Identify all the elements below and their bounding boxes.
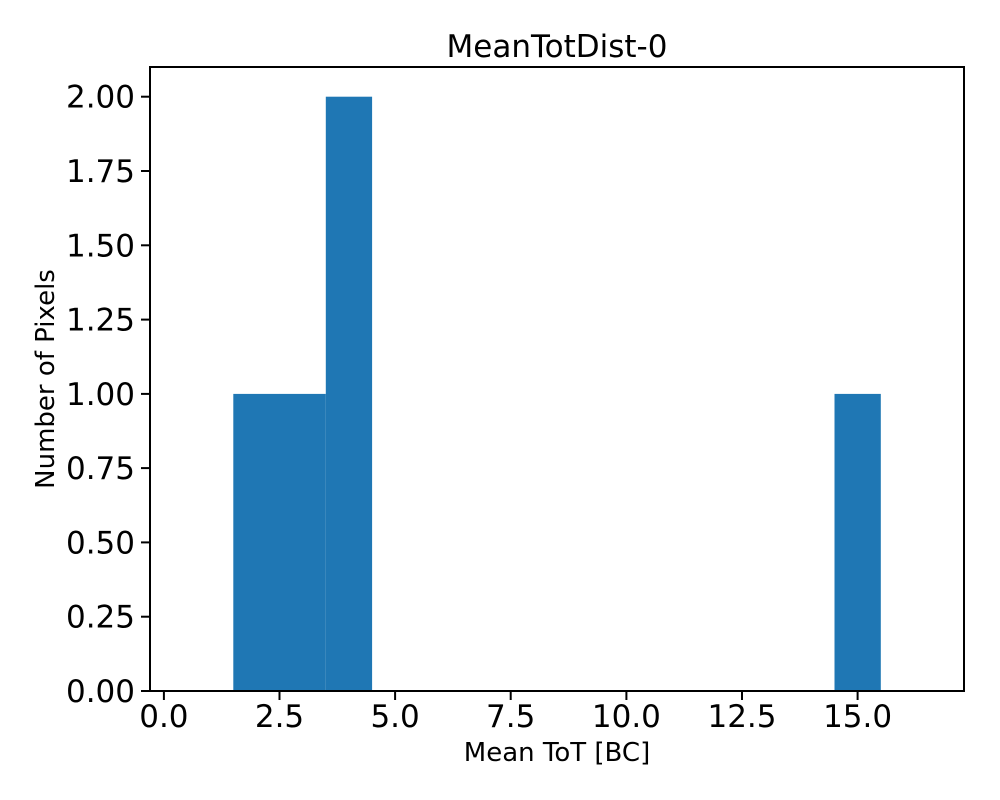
x-tick-label: 7.5: [486, 699, 535, 735]
chart-title: MeanTotDist-0: [447, 29, 668, 65]
y-axis-label: Number of Pixels: [31, 269, 61, 489]
x-tick-label: 15.0: [823, 699, 892, 735]
y-tick-label: 0.50: [66, 525, 135, 561]
plot-frame: [149, 66, 965, 692]
histogram-bar: [279, 393, 326, 691]
histogram-bar: [325, 96, 373, 691]
histogram-bar: [233, 393, 280, 691]
y-tick-label: 1.75: [66, 154, 135, 190]
y-ticks-group: 0.00 0.25 0.50 0.75 1.00 1.25 1.50 1.75 2.00: [66, 80, 150, 710]
histogram-bar: [834, 393, 881, 691]
y-tick-label: 2.00: [66, 80, 135, 116]
bars-group: [233, 96, 881, 691]
x-axis-label: Mean ToT [BC]: [464, 738, 650, 768]
y-tick-label: 1.25: [66, 303, 135, 339]
y-tick-label: 0.25: [66, 600, 135, 636]
x-ticks-group: 0.0 2.5 5.0 7.5 10.0 12.5 15.0: [139, 691, 892, 735]
x-tick-label: 10.0: [592, 699, 661, 735]
y-tick-label: 1.50: [66, 228, 135, 264]
x-tick-label: 5.0: [370, 699, 419, 735]
x-tick-label: 0.0: [139, 699, 188, 735]
x-tick-label: 12.5: [707, 699, 776, 735]
y-tick-label: 1.00: [66, 377, 135, 413]
y-tick-label: 0.00: [66, 674, 135, 710]
y-tick-label: 0.75: [66, 451, 135, 487]
x-tick-label: 2.5: [255, 699, 304, 735]
